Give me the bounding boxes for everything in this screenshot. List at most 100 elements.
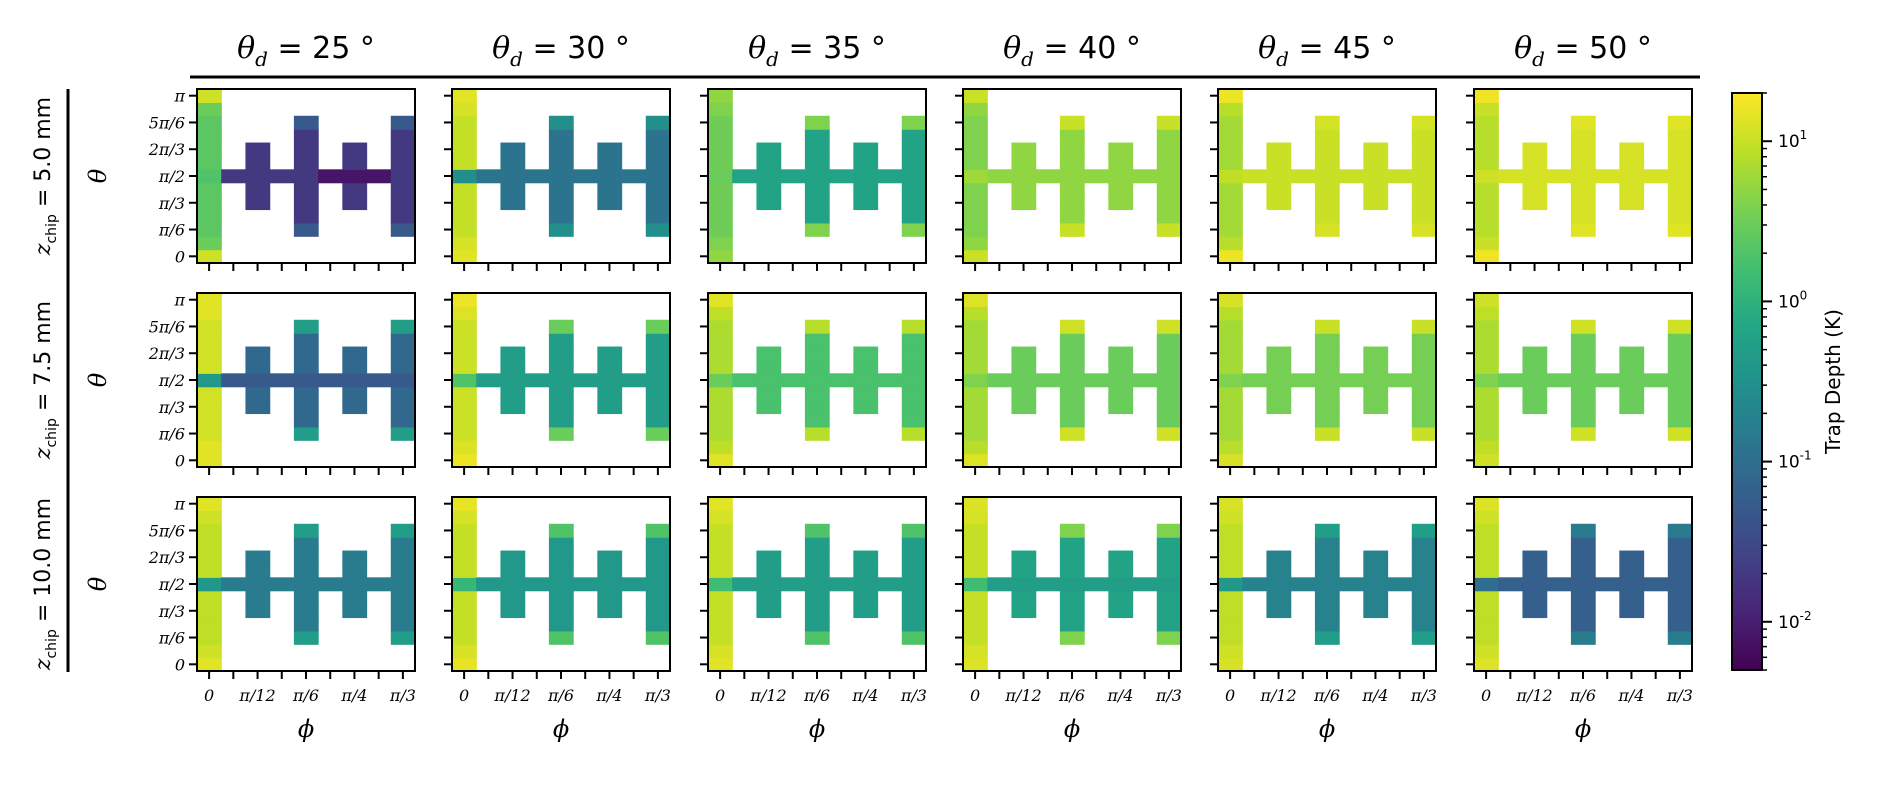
heatmap-cell xyxy=(1363,142,1389,157)
column-title: θd = 35 ° xyxy=(748,31,886,71)
heatmap-cell xyxy=(708,426,733,441)
heatmap-cell xyxy=(1156,182,1182,197)
heatmap-cell xyxy=(901,413,927,428)
heatmap-cell xyxy=(804,523,830,538)
heatmap-cell xyxy=(500,359,526,374)
heatmap-cell xyxy=(987,169,1013,184)
heatmap-cell xyxy=(342,169,368,184)
heatmap-cell xyxy=(1266,182,1292,197)
heatmap-cell xyxy=(390,386,416,401)
heatmap-cell xyxy=(293,630,319,645)
heatmap-cell xyxy=(1314,426,1340,441)
heatmap-cell xyxy=(804,182,830,197)
heatmap-cell xyxy=(1363,400,1389,415)
heatmap-cell xyxy=(1156,386,1182,401)
heatmap-cell xyxy=(197,413,222,428)
x-tick-label: π/12 xyxy=(1515,686,1552,705)
heatmap-cell xyxy=(1218,510,1243,525)
heatmap-cell xyxy=(1667,346,1693,361)
heatmap-cell xyxy=(1474,523,1499,538)
heatmap-cell xyxy=(1363,590,1389,605)
heatmap-panel xyxy=(700,496,927,679)
heatmap-cell xyxy=(1619,196,1645,211)
heatmap-cell xyxy=(708,236,733,251)
heatmap-cell xyxy=(452,319,477,334)
heatmap-cell xyxy=(1314,523,1340,538)
heatmap-cell xyxy=(1474,293,1499,307)
heatmap-cell xyxy=(1011,155,1037,170)
heatmap-cell xyxy=(1218,644,1243,659)
heatmap-cell xyxy=(1570,319,1596,334)
heatmap-cell xyxy=(1108,604,1134,619)
heatmap-panel xyxy=(189,292,416,475)
y-tick-label: 2π/3 xyxy=(148,140,185,159)
heatmap-cell xyxy=(708,413,733,428)
heatmap-cell xyxy=(708,359,733,374)
heatmap-cell xyxy=(963,182,988,197)
heatmap-cell xyxy=(342,590,368,605)
heatmap-cell xyxy=(390,222,416,237)
heatmap-panel xyxy=(1210,496,1437,679)
heatmap-cell xyxy=(390,359,416,374)
heatmap-cell xyxy=(1619,563,1645,578)
heatmap-cell xyxy=(1156,373,1182,388)
heatmap-cell xyxy=(342,604,368,619)
heatmap-cell xyxy=(197,590,222,605)
heatmap-cell xyxy=(804,169,830,184)
heatmap-cell xyxy=(1522,400,1548,415)
heatmap-cell xyxy=(963,563,988,578)
heatmap-cell xyxy=(197,550,222,565)
heatmap-cell xyxy=(1667,373,1693,388)
heatmap-cell xyxy=(756,550,782,565)
heatmap-cell xyxy=(500,169,526,184)
heatmap-cell xyxy=(197,537,222,552)
heatmap-cell xyxy=(1218,453,1243,468)
heatmap-cell xyxy=(452,115,477,130)
heatmap-cell xyxy=(1011,142,1037,157)
y-tick-label: π/3 xyxy=(158,194,185,213)
heatmap-cell xyxy=(901,196,927,211)
heatmap-panel xyxy=(1466,292,1693,475)
heatmap-cell xyxy=(548,550,574,565)
heatmap-cell xyxy=(1667,169,1693,184)
heatmap-cell xyxy=(245,346,271,361)
heatmap-cell xyxy=(452,400,477,415)
heatmap-cell xyxy=(1059,182,1085,197)
heatmap-cell xyxy=(901,563,927,578)
heatmap-cell xyxy=(1363,196,1389,211)
heatmap-cell xyxy=(452,550,477,565)
heatmap-cell xyxy=(708,630,733,645)
heatmap-cell xyxy=(452,346,477,361)
heatmap-cell xyxy=(1387,577,1413,592)
heatmap-cell xyxy=(853,169,879,184)
heatmap-cell xyxy=(645,577,671,592)
heatmap-cell xyxy=(245,182,271,197)
heatmap-cell xyxy=(1619,182,1645,197)
heatmap-cell xyxy=(452,604,477,619)
heatmap-cell xyxy=(901,142,927,157)
heatmap-cell xyxy=(1667,617,1693,632)
heatmap-cell xyxy=(1108,590,1134,605)
heatmap-cell xyxy=(245,604,271,619)
x-tick-label: π/12 xyxy=(493,686,530,705)
heatmap-cell xyxy=(756,604,782,619)
heatmap-cell xyxy=(366,373,392,388)
heatmap-cell xyxy=(708,400,733,415)
heatmap-cell xyxy=(548,359,574,374)
heatmap-cell xyxy=(1108,577,1134,592)
heatmap-cell xyxy=(1474,413,1499,428)
heatmap-cell xyxy=(645,209,671,224)
x-tick-label: 0 xyxy=(204,686,214,705)
heatmap-cell xyxy=(963,510,988,525)
heatmap-cell xyxy=(1667,577,1693,592)
heatmap-cell xyxy=(197,89,222,103)
heatmap-cell xyxy=(318,169,343,184)
heatmap-cell xyxy=(1011,346,1037,361)
heatmap-cell xyxy=(804,333,830,348)
heatmap-cell xyxy=(1667,129,1693,144)
heatmap-cell xyxy=(1570,386,1596,401)
heatmap-cell xyxy=(452,333,477,348)
heatmap-cell xyxy=(804,129,830,144)
heatmap-cell xyxy=(901,373,927,388)
y-tick-label: π/6 xyxy=(158,425,185,444)
